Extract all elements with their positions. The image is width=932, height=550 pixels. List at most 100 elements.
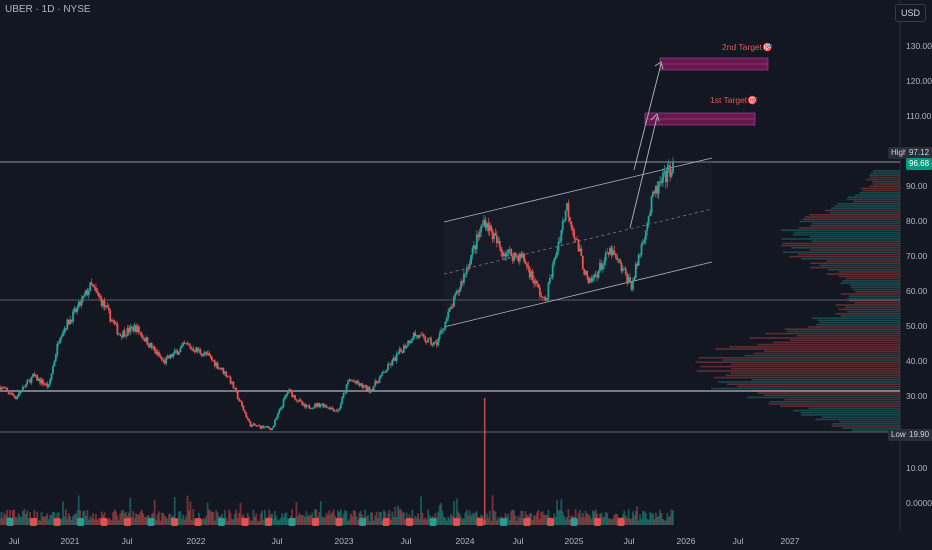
candle-body	[577, 239, 580, 252]
profile-bar	[793, 409, 900, 412]
candle-body	[20, 391, 23, 393]
volume-bar	[518, 517, 521, 525]
candle-body	[438, 333, 441, 339]
volume-bar	[348, 519, 351, 525]
volume-bar	[513, 510, 515, 525]
candle-body	[468, 264, 471, 269]
profile-bar	[722, 359, 900, 361]
profile-bar	[810, 266, 900, 269]
profile-bar	[869, 185, 900, 187]
profile-bar	[862, 189, 900, 192]
candle-body	[591, 277, 594, 282]
candle-body	[607, 252, 610, 255]
candle-body	[412, 332, 415, 340]
volume-bar	[314, 509, 316, 525]
candle-body	[14, 396, 17, 399]
candle-body	[654, 186, 657, 194]
volume-bar	[19, 516, 21, 525]
volume-bar	[112, 512, 115, 525]
volume-bar	[475, 511, 478, 525]
volume-bar	[601, 517, 604, 525]
volume-bar	[493, 510, 495, 525]
candle-body	[215, 363, 218, 367]
earnings-marker	[429, 518, 437, 526]
candle-body	[547, 283, 550, 299]
candle-body	[66, 319, 69, 330]
candle-body	[385, 370, 388, 373]
candle-body	[414, 332, 417, 337]
candle-body	[97, 293, 100, 297]
time-tick: Jul	[733, 536, 744, 546]
earnings-marker	[53, 518, 61, 526]
price-tick: 80.00	[906, 216, 928, 226]
volume-bar	[6, 510, 9, 525]
volume-bar	[461, 519, 464, 525]
volume-bar	[276, 520, 279, 525]
volume-bar	[192, 509, 195, 525]
profile-bar	[780, 229, 900, 231]
candle-body	[169, 354, 172, 359]
volume-bar	[122, 510, 125, 525]
time-tick: 2025	[565, 536, 584, 546]
volume-bar	[272, 518, 275, 525]
candle-body	[447, 311, 450, 319]
volume-bar	[95, 513, 97, 525]
candle-body	[179, 347, 182, 353]
candle-body	[431, 344, 434, 346]
profile-bar	[838, 308, 900, 311]
volume-bar	[569, 519, 571, 525]
profile-bar	[731, 363, 900, 366]
profile-bar	[840, 282, 900, 284]
profile-bar	[839, 420, 900, 423]
candle-body	[231, 381, 233, 384]
candle-body	[644, 230, 647, 240]
candle-body	[60, 335, 63, 338]
candle-body	[474, 245, 477, 250]
volume-bar	[400, 509, 402, 525]
candle-body	[379, 375, 382, 378]
volume-bar	[11, 510, 14, 525]
profile-bar	[784, 398, 900, 401]
currency-button[interactable]: USD	[894, 4, 926, 22]
volume-bar	[590, 519, 593, 525]
candle-body	[16, 396, 19, 399]
candle-body	[344, 392, 346, 394]
candle-body	[92, 284, 94, 287]
candle-body	[183, 342, 186, 344]
profile-bar	[824, 209, 900, 212]
candle-body	[639, 254, 641, 256]
candle-body	[232, 381, 235, 389]
candle-body	[292, 395, 295, 397]
time-tick: Jul	[122, 536, 133, 546]
profile-bar	[746, 396, 900, 399]
volume-bar	[351, 516, 354, 525]
candle-body	[593, 274, 596, 278]
volume-bar	[435, 517, 438, 525]
volume-bar	[26, 510, 29, 525]
candle-body	[444, 321, 447, 329]
candle-body	[543, 296, 546, 298]
volume-spike	[483, 398, 486, 525]
candle-body	[367, 386, 369, 391]
volume-bar	[9, 509, 11, 525]
volume-bar	[282, 517, 285, 525]
candle-body	[400, 349, 402, 352]
candle-body	[89, 282, 92, 292]
candle-body	[610, 247, 613, 256]
candle-body	[109, 310, 112, 322]
candle-body	[411, 339, 414, 341]
profile-bar	[731, 368, 900, 370]
candle-body	[339, 403, 342, 409]
candle-body	[126, 327, 129, 336]
candle-body	[162, 359, 165, 361]
volume-bar	[239, 502, 242, 525]
volume-bar	[339, 509, 342, 525]
profile-bar	[871, 181, 900, 183]
volume-bar	[352, 510, 355, 525]
volume-bar	[604, 512, 607, 525]
volume-bar	[451, 515, 454, 525]
profile-bar	[834, 205, 900, 207]
earnings-marker	[547, 518, 554, 526]
volume-bar	[40, 511, 43, 525]
